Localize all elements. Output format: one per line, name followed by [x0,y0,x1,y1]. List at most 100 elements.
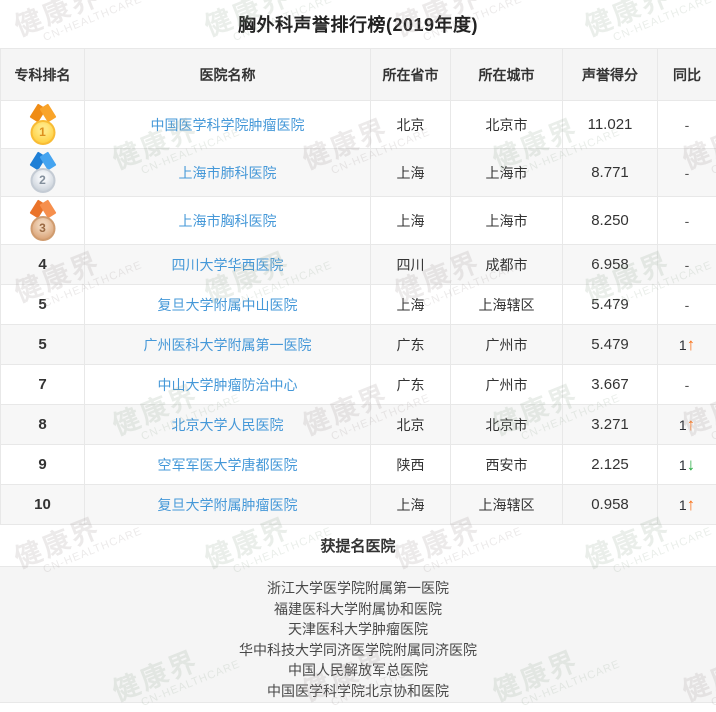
hospital-cell: 中山大学肿瘤防治中心 [84,364,371,405]
table-row: 3 上海市胸科医院 上海 上海市 8.250 - [0,196,716,245]
trend-cell: - [657,244,716,285]
rank-number: 7 [38,376,47,393]
rank-number: 5 [38,336,47,353]
hospital-link[interactable]: 中山大学肿瘤防治中心 [157,376,298,393]
bronze-medal-icon: 3 [24,199,62,242]
score-cell: 6.958 [562,244,658,285]
hospital-link[interactable]: 中国医学科学院肿瘤医院 [150,116,305,133]
trend-no-change: - [684,376,690,393]
trend-cell: - [657,196,716,245]
province-cell: 上海 [370,284,451,325]
province-cell: 陕西 [370,444,451,485]
score-cell: 2.125 [562,444,658,485]
trend-cell: - [657,148,716,197]
rank-cell: 1 [0,100,85,149]
medal-rank-number: 3 [30,215,55,241]
rank-number: 10 [34,496,51,513]
province-cell: 四川 [370,244,451,285]
rank-number: 5 [38,296,47,313]
column-header-hospital: 医院名称 [84,48,371,101]
rank-number: 4 [38,256,47,273]
trend-value: 1 [678,337,687,353]
rank-cell: 3 [0,196,85,245]
trend-down-icon: ↓ [686,455,696,474]
table-row: 5 广州医科大学附属第一医院 广东 广州市 5.479 1↑ [0,324,716,365]
table-row: 8 北京大学人民医院 北京 北京市 3.271 1↑ [0,404,716,445]
city-cell: 上海辖区 [450,284,563,325]
hospital-cell: 广州医科大学附属第一医院 [84,324,371,365]
rank-number: 8 [38,416,47,433]
hospital-link[interactable]: 复旦大学附属中山医院 [157,296,298,313]
rank-cell: 7 [0,364,85,405]
rank-cell: 9 [0,444,85,485]
nominated-hospital: 天津医科大学肿瘤医院 [288,621,428,637]
score-cell: 8.771 [562,148,658,197]
nominated-hospital: 中国医学科学院北京协和医院 [267,682,449,699]
medal-rank-number: 1 [30,119,55,145]
trend-cell: 1↓ [657,444,716,485]
table-row: 7 中山大学肿瘤防治中心 广东 广州市 3.667 - [0,364,716,405]
title-bar: 胸外科声誉排行榜(2019年度) [0,0,716,48]
nominated-hospital: 华中科技大学同济医学院附属同济医院 [239,641,477,658]
score-cell: 5.479 [562,324,658,365]
nominated-hospital: 福建医科大学附属协和医院 [274,600,442,617]
trend-no-change: - [684,256,690,273]
hospital-cell: 上海市胸科医院 [84,196,371,245]
score-cell: 5.479 [562,284,658,325]
trend-cell: - [657,284,716,325]
column-header-trend: 同比 [657,48,716,101]
hospital-link[interactable]: 上海市胸科医院 [178,212,277,229]
trend-cell: 1↑ [657,324,716,365]
rank-number: 9 [38,456,47,473]
province-cell: 北京 [370,404,451,445]
hospital-cell: 空军军医大学唐都医院 [84,444,371,485]
score-cell: 8.250 [562,196,658,245]
trend-up-icon: ↑ [686,335,696,354]
column-header-rank: 专科排名 [0,48,85,101]
trend-no-change: - [684,164,690,181]
city-cell: 广州市 [450,364,563,405]
trend-value: 1 [678,417,687,433]
table-header-row: 专科排名 医院名称 所在省市 所在城市 声誉得分 同比 [0,48,716,101]
rank-cell: 8 [0,404,85,445]
province-cell: 广东 [370,364,451,405]
city-cell: 北京市 [450,100,563,149]
ranking-table: 专科排名 医院名称 所在省市 所在城市 声誉得分 同比 1 中国医学科学院肿瘤医… [0,48,716,525]
trend-cell: 1↑ [657,484,716,525]
hospital-link[interactable]: 空军军医大学唐都医院 [157,456,298,473]
medal-rank-number: 2 [30,167,55,193]
nominated-hospital-list: 浙江大学医学院附属第一医院 福建医科大学附属协和医院 天津医科大学肿瘤医院 华中科技大… [0,567,716,703]
trend-no-change: - [684,212,690,229]
column-header-city: 所在城市 [450,48,563,101]
hospital-cell: 上海市肺科医院 [84,148,371,197]
hospital-cell: 复旦大学附属肿瘤医院 [84,484,371,525]
province-cell: 上海 [370,196,451,245]
province-cell: 上海 [370,148,451,197]
province-cell: 上海 [370,484,451,525]
hospital-link[interactable]: 四川大学华西医院 [171,256,284,273]
table-row: 9 空军军医大学唐都医院 陕西 西安市 2.125 1↓ [0,444,716,485]
rank-cell: 4 [0,244,85,285]
city-cell: 上海市 [450,148,563,197]
score-cell: 3.667 [562,364,658,405]
score-cell: 0.958 [562,484,658,525]
rank-cell: 5 [0,324,85,365]
city-cell: 上海辖区 [450,484,563,525]
column-header-score: 声誉得分 [562,48,658,101]
hospital-link[interactable]: 北京大学人民医院 [171,416,284,433]
province-cell: 广东 [370,324,451,365]
silver-medal-icon: 2 [24,151,62,194]
score-cell: 11.021 [562,100,658,149]
hospital-cell: 中国医学科学院肿瘤医院 [84,100,371,149]
hospital-link[interactable]: 复旦大学附属肿瘤医院 [157,496,298,513]
table-row: 4 四川大学华西医院 四川 成都市 6.958 - [0,244,716,285]
city-cell: 北京市 [450,404,563,445]
trend-cell: - [657,364,716,405]
gold-medal-icon: 1 [24,103,62,146]
hospital-link[interactable]: 上海市肺科医院 [178,164,277,181]
city-cell: 成都市 [450,244,563,285]
hospital-link[interactable]: 广州医科大学附属第一医院 [143,336,312,353]
city-cell: 西安市 [450,444,563,485]
table-row: 1 中国医学科学院肿瘤医院 北京 北京市 11.021 - [0,100,716,149]
rank-cell: 10 [0,484,85,525]
